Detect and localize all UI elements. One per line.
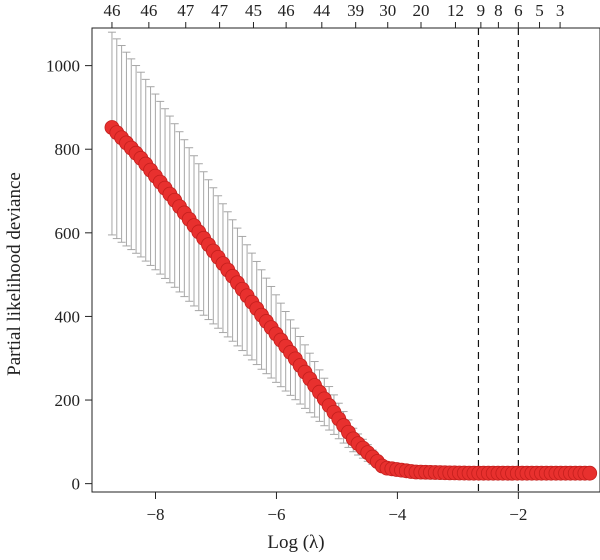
y-tick-label: 600 — [55, 224, 81, 243]
top-tick-label: 47 — [211, 1, 229, 20]
top-tick-label: 46 — [278, 1, 295, 20]
deviance-points — [104, 120, 598, 481]
y-tick-label: 400 — [55, 307, 81, 326]
y-axis-title: Partial likelihood deviance — [4, 172, 25, 376]
top-tick-label: 46 — [140, 1, 157, 20]
top-tick-label: 44 — [313, 1, 331, 20]
deviance-point-99 — [582, 465, 598, 481]
x-tick-label: −2 — [509, 505, 527, 524]
top-tick-label: 6 — [514, 1, 523, 20]
reference-lines — [477, 28, 519, 492]
top-tick-label: 47 — [177, 1, 195, 20]
top-axis: 46 46 47 47 45 46 44 39 30 20 12 9 8 6 5 3 — [103, 1, 565, 29]
x-tick-label: −6 — [267, 505, 285, 524]
y-axis: 0 200 400 600 800 1000 — [46, 57, 93, 494]
y-tick-label: 800 — [55, 140, 81, 159]
top-tick-label: 39 — [347, 1, 364, 20]
top-tick-label: 20 — [412, 1, 429, 20]
top-tick-label: 30 — [379, 1, 396, 20]
top-tick-label: 3 — [556, 1, 565, 20]
x-axis: −8 −6 −4 −2 — [146, 491, 527, 524]
y-tick-label: 0 — [72, 475, 81, 494]
y-tick-label: 1000 — [46, 57, 80, 76]
top-tick-label: 9 — [477, 1, 486, 20]
top-tick-label: 8 — [494, 1, 503, 20]
top-tick-label: 5 — [535, 1, 544, 20]
x-tick-label: −4 — [388, 505, 407, 524]
error-bars — [107, 31, 594, 477]
x-tick-label: −8 — [146, 505, 164, 524]
x-axis-title: Log (λ) — [267, 532, 324, 553]
top-tick-label: 45 — [245, 1, 262, 20]
top-tick-label: 12 — [447, 1, 464, 20]
y-tick-label: 200 — [55, 391, 81, 410]
top-tick-label: 46 — [103, 1, 120, 20]
